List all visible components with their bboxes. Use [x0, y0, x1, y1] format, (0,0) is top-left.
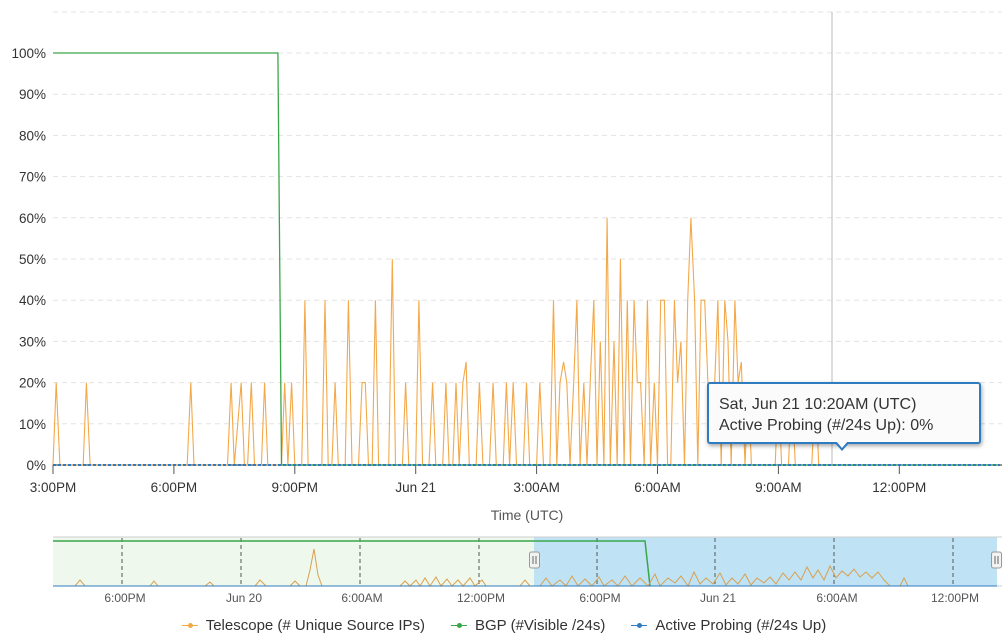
legend: Telescope (# Unique Source IPs) BGP (#Vi…: [0, 614, 1008, 636]
y-tick-label: 0%: [26, 458, 46, 473]
navigator-left-handle[interactable]: [529, 551, 540, 569]
x-tick-label: 3:00PM: [30, 480, 77, 495]
x-tick-label: 9:00PM: [272, 480, 319, 495]
x-tick-label: 6:00PM: [151, 480, 198, 495]
tooltip-title: Sat, Jun 21 10:20AM (UTC): [719, 396, 917, 413]
legend-item-active-probing[interactable]: Active Probing (#/24s Up): [631, 617, 826, 634]
x-tick-label: 12:00PM: [872, 480, 926, 495]
y-axis-ticks: 0% 10% 20% 30% 40% 50% 60% 70% 80% 90% 100%: [11, 46, 46, 473]
navigator-tick-label: 6:00PM: [579, 591, 620, 605]
navigator-tick-label: Jun 20: [226, 591, 262, 605]
series-telescope-line: [52, 217, 1000, 466]
x-tick-label: 6:00AM: [634, 480, 681, 495]
navigator-ticks: 6:00PM Jun 20 6:00AM 12:00PM 6:00PM Jun 21 6:0…: [104, 591, 979, 605]
tooltip: Sat, Jun 21 10:20AM (UTC) Active Probing…: [707, 382, 981, 444]
legend-telescope-label: Telescope (# Unique Source IPs): [205, 616, 425, 634]
tooltip-pointer-inner: [836, 441, 848, 448]
y-tick-label: 70%: [19, 170, 46, 185]
navigator[interactable]: 6:00PM Jun 20 6:00AM 12:00PM 6:00PM Jun 21 6:0…: [53, 536, 1002, 605]
legend-telescope-symbol: [181, 620, 198, 630]
grid-lines: [53, 11, 1002, 425]
legend-item-bgp[interactable]: BGP (#Visible /24s): [451, 617, 605, 634]
navigator-tick-label: 6:00AM: [816, 591, 857, 605]
legend-active-probing-symbol: [631, 620, 648, 630]
y-tick-label: 40%: [19, 293, 46, 308]
y-tick-label: 10%: [19, 417, 46, 432]
navigator-bgp-line: [53, 540, 651, 587]
x-tick-label: 3:00AM: [513, 480, 560, 495]
navigator-gridlines: [121, 538, 954, 586]
navigator-right-handle[interactable]: [991, 551, 1002, 569]
tooltip-value: Active Probing (#/24s Up): 0%: [719, 417, 934, 434]
y-tick-label: 60%: [19, 211, 46, 226]
x-axis: 3:00PM 6:00PM 9:00PM Jun 21 3:00AM 6:00AM 9:00…: [30, 464, 1002, 495]
x-tick-label: 9:00AM: [755, 480, 802, 495]
navigator-selected-range[interactable]: [534, 537, 997, 586]
y-tick-label: 20%: [19, 376, 46, 391]
legend-item-telescope[interactable]: Telescope (# Unique Source IPs): [181, 616, 425, 634]
series-lines: [52, 52, 1000, 466]
y-tick-label: 30%: [19, 334, 46, 349]
x-axis-title: Time (UTC): [491, 507, 564, 523]
x-tick-label: Jun 21: [395, 480, 436, 495]
navigator-tick-label: 6:00PM: [104, 591, 145, 605]
y-tick-label: 80%: [19, 128, 46, 143]
navigator-tick-label: 6:00AM: [341, 591, 382, 605]
navigator-green-region: [53, 537, 534, 586]
y-tick-label: 90%: [19, 87, 46, 102]
legend-bgp-label: BGP (#Visible /24s): [475, 616, 606, 634]
navigator-tick-label: Jun 21: [700, 591, 736, 605]
y-tick-label: 50%: [19, 252, 46, 267]
navigator-telescope-line: [53, 548, 997, 588]
navigator-tick-label: 12:00PM: [457, 591, 505, 605]
legend-active-probing-label: Active Probing (#/24s Up): [655, 616, 827, 634]
navigator-tick-label: 12:00PM: [931, 591, 979, 605]
legend-bgp-symbol: [451, 620, 467, 630]
y-tick-label: 100%: [11, 46, 46, 61]
